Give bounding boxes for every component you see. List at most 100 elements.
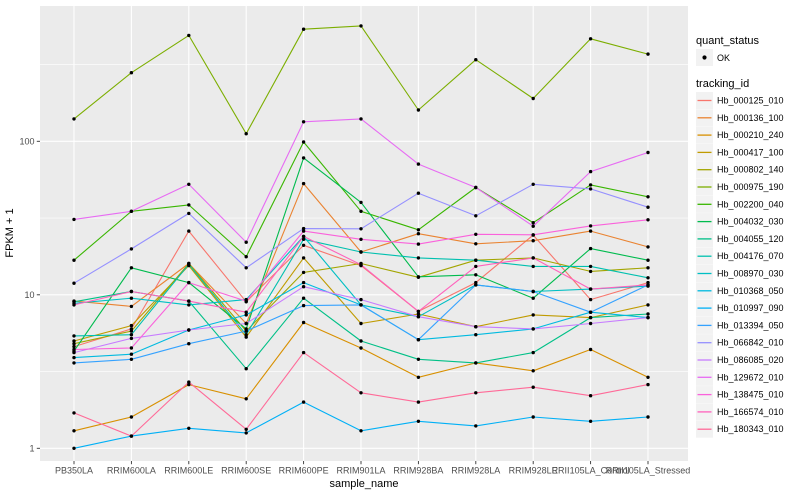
data-point (588, 315, 593, 320)
legend-entry-label: Hb_004055_120 (717, 234, 784, 244)
data-point (244, 266, 248, 270)
plot-panel (40, 6, 688, 461)
data-point (301, 140, 306, 144)
data-point (646, 276, 650, 280)
data-point (474, 242, 478, 246)
data-point (416, 108, 421, 112)
data-point (129, 336, 134, 341)
axes: 1 10 100 PB350LA RRIM600LA RRIM600LE RRIM600SE… (19, 136, 690, 475)
data-point (588, 37, 593, 41)
legend-entry-label: Hb_066842_010 (717, 338, 784, 348)
legend-entry-label: Hb_000136_100 (717, 113, 784, 123)
data-point (244, 240, 248, 244)
data-point (301, 280, 306, 285)
data-point (301, 270, 306, 275)
data-point (301, 256, 306, 260)
data-point (416, 375, 421, 379)
legend-entry-label: Hb_010997_090 (717, 303, 784, 313)
data-point (187, 280, 191, 285)
data-point (359, 321, 363, 326)
data-point (244, 431, 248, 435)
data-point (531, 233, 535, 237)
data-point (588, 419, 593, 423)
data-point (646, 415, 650, 419)
data-point (244, 255, 248, 259)
data-point (474, 325, 478, 329)
data-point (416, 242, 421, 246)
data-point (474, 333, 478, 337)
data-point (588, 229, 593, 233)
data-point (646, 312, 650, 316)
data-point (359, 263, 363, 267)
data-point (416, 309, 421, 314)
legend-entry-label: Hb_000802_140 (717, 165, 784, 175)
data-point (531, 289, 535, 294)
data-point (646, 245, 650, 249)
legend-entry-label: Hb_000417_100 (717, 147, 784, 157)
data-point (72, 303, 76, 307)
data-point (588, 321, 593, 326)
data-point (244, 397, 248, 401)
data-point (301, 285, 306, 289)
data-points (72, 24, 650, 450)
legend-entry-label: Hb_086085_020 (717, 355, 784, 365)
data-point (359, 391, 363, 395)
data-point (301, 296, 306, 300)
x-tick-label: RRIM600LA (107, 466, 156, 476)
data-point (416, 191, 421, 195)
data-point (588, 269, 593, 274)
data-point (416, 419, 421, 423)
legend-entry-label: Hb_180343_010 (717, 424, 784, 434)
data-point (129, 247, 134, 251)
data-point (474, 58, 478, 62)
data-point (531, 385, 535, 389)
data-point (129, 352, 134, 356)
data-point (416, 275, 421, 279)
data-point (474, 232, 478, 236)
legend-entry-label: Hb_004032_030 (717, 217, 784, 227)
data-point (72, 361, 76, 365)
data-point (359, 227, 363, 231)
data-point (72, 350, 76, 355)
data-point (187, 229, 191, 233)
data-point (359, 429, 363, 433)
data-point (187, 182, 191, 186)
legend: Hb_000125_010 Hb_000136_100 Hb_000210_240 H… (696, 49, 784, 438)
data-point (129, 434, 134, 438)
data-point (301, 229, 306, 233)
data-point (359, 297, 363, 302)
data-point (531, 369, 535, 373)
data-point (646, 375, 650, 379)
x-axis-title: sample_name (329, 478, 398, 490)
legend-entry-label: Hb_010368_050 (717, 286, 784, 296)
panel-background (40, 6, 688, 461)
legend-entry-label: Hb_002200_040 (717, 199, 784, 209)
legend-entry-label: Hb_000210_240 (717, 130, 784, 140)
data-point (244, 299, 248, 303)
data-point (129, 266, 134, 270)
data-point (531, 296, 535, 300)
data-point (129, 415, 134, 419)
x-tick-label: RRIM928LE (509, 466, 558, 476)
data-point (474, 283, 478, 287)
data-point (588, 347, 593, 352)
data-point (187, 426, 191, 430)
data-point (531, 350, 535, 355)
data-point (416, 312, 421, 316)
data-point (359, 339, 363, 343)
data-point (244, 321, 248, 326)
data-point (129, 296, 134, 300)
data-point (531, 221, 535, 225)
data-point (244, 310, 248, 314)
x-tick-label: PB350LA (55, 466, 93, 476)
data-point (244, 132, 248, 136)
data-point (588, 169, 593, 174)
legend-ok-label: OK (717, 53, 730, 63)
x-tick-label: RRIM901LA (336, 466, 385, 476)
data-point (301, 350, 306, 355)
legend-quant-status-title: quant_status (696, 35, 759, 47)
legend-entry-label: Hb_008970_030 (717, 269, 784, 279)
data-point (72, 339, 76, 343)
data-point (588, 394, 593, 398)
